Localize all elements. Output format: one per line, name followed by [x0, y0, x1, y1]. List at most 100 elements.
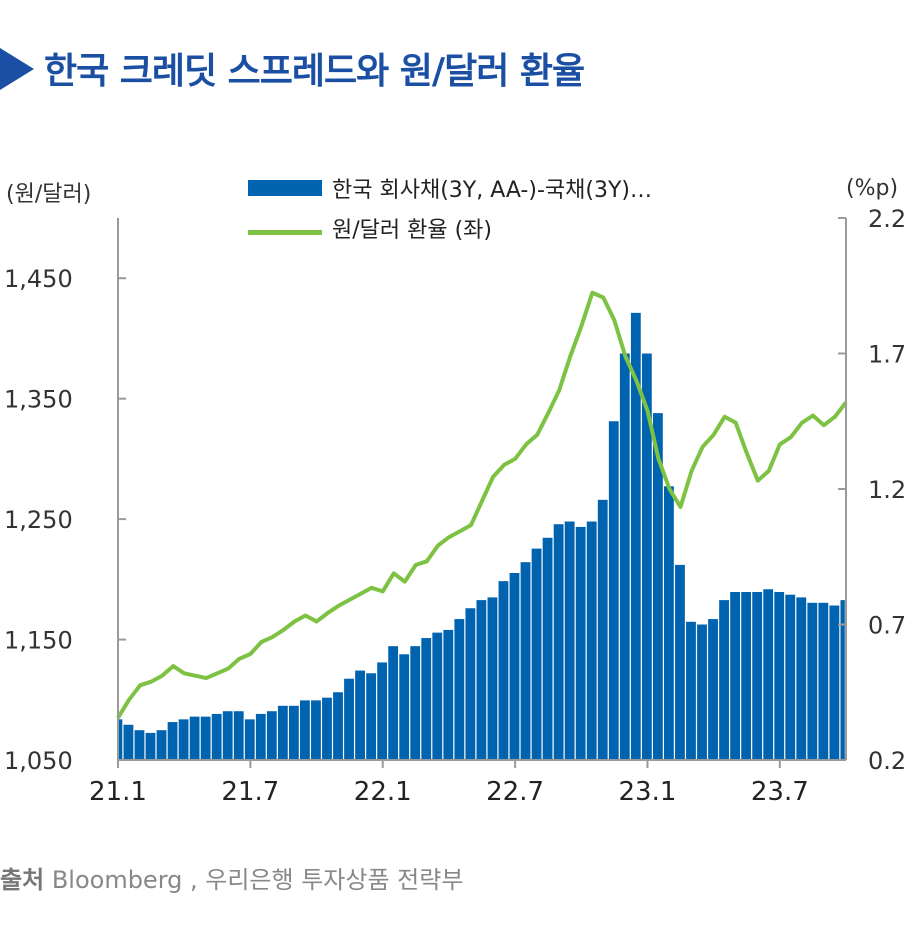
x-tick-label: 22.1: [354, 777, 412, 807]
spread-bar: [222, 711, 233, 760]
spread-bar: [675, 564, 685, 760]
x-tick-label: 21.7: [221, 777, 279, 807]
spread-bar: [708, 619, 718, 760]
spread-bar: [277, 705, 288, 760]
spread-bar: [311, 700, 321, 760]
right-tick-label: 0.2: [868, 747, 906, 775]
spread-bar: [807, 602, 818, 760]
left-tick-label: 1,150: [4, 627, 73, 655]
spread-bar: [619, 353, 630, 760]
spread-bar: [377, 662, 388, 760]
right-tick-label: 1.7: [868, 341, 906, 369]
spread-bar: [244, 719, 255, 760]
spread-bar: [255, 713, 266, 760]
x-tick-label: 21.1: [89, 777, 147, 807]
spread-bar: [366, 673, 377, 760]
spread-bar: [686, 621, 696, 760]
spread-bar: [410, 646, 421, 760]
spread-bar: [432, 632, 443, 760]
line-layer: [116, 290, 848, 719]
spread-bar: [774, 591, 785, 760]
spread-bar: [476, 600, 487, 760]
spread-bar: [388, 646, 399, 760]
spread-bar: [586, 521, 597, 760]
spread-bar: [630, 312, 641, 760]
spread-bar: [344, 678, 354, 760]
left-tick-label: 1,050: [4, 747, 73, 775]
spread-bar: [211, 713, 222, 760]
right-tick-label: 1.2: [868, 476, 906, 504]
bars-layer: [118, 312, 845, 760]
spread-bar: [664, 486, 674, 760]
title-marker-icon: [0, 48, 34, 90]
spread-bar: [597, 499, 608, 760]
legend-swatch-bar: [248, 180, 322, 196]
right-tick-label: 2.2: [868, 205, 906, 233]
spread-bar: [465, 608, 476, 760]
spread-bar: [829, 605, 840, 760]
source-text: Bloomberg , 우리은행 투자상품 전략부: [51, 866, 464, 894]
spread-bar: [498, 581, 509, 760]
spread-bar: [608, 421, 619, 760]
spread-bar: [399, 654, 410, 760]
left-tick-label: 1,250: [4, 506, 73, 534]
spread-bar: [288, 705, 299, 760]
spread-bar: [652, 413, 663, 760]
spread-bar: [719, 600, 729, 760]
source-note: 출처 Bloomberg , 우리은행 투자상품 전략부: [0, 860, 463, 895]
spread-bar: [178, 719, 189, 760]
spread-bar: [189, 716, 200, 760]
x-tick-label: 23.1: [619, 777, 677, 807]
spread-bar: [785, 594, 796, 760]
spread-bar: [333, 692, 343, 760]
spread-bar: [443, 629, 454, 760]
spread-bar: [118, 719, 123, 760]
spread-bar: [520, 562, 531, 760]
spread-bar: [840, 600, 845, 760]
spread-bar: [487, 597, 498, 760]
spread-bar: [134, 730, 145, 760]
spread-bar: [730, 591, 741, 760]
spread-bar: [752, 591, 763, 760]
spread-bar: [156, 730, 167, 760]
left-tick-label: 1,350: [4, 386, 73, 414]
spread-bar: [641, 353, 652, 760]
spread-bar: [123, 724, 134, 760]
spread-bar: [355, 670, 365, 760]
spread-bar: [454, 619, 465, 760]
spread-bar: [741, 591, 752, 760]
fx-line: [116, 290, 848, 719]
spread-bar: [575, 526, 586, 760]
spread-bar: [818, 602, 829, 760]
spread-bar: [553, 524, 564, 760]
spread-bar: [509, 573, 520, 760]
spread-bar: [531, 548, 542, 760]
spread-bar: [564, 521, 575, 760]
x-tick-label: 22.7: [486, 777, 544, 807]
spread-bar: [322, 697, 332, 760]
spread-bar: [796, 597, 807, 760]
left-tick-label: 1,450: [4, 265, 73, 293]
right-tick-label: 0.7: [868, 612, 906, 640]
axes-layer: 1,050 1,150 1,250 1,350 1,450 0.2 0.7 1.2 1.7 2.2…: [4, 205, 906, 807]
spread-bar: [145, 732, 156, 760]
spread-bar: [266, 711, 277, 760]
spread-bar: [542, 537, 553, 760]
left-axis-unit: (원/달러): [6, 182, 92, 207]
chart-title: 한국 크레딧 스프레드와 원/달러 환율: [44, 51, 585, 92]
spread-bar: [167, 722, 178, 760]
spread-bar: [200, 716, 211, 760]
right-axis-unit: (%p): [846, 176, 899, 201]
legend-label-spread: 한국 회사채(3Y, AA-)-국채(3Y)…: [332, 178, 652, 203]
legend-swatch-line: [248, 230, 322, 235]
legend-label-fx: 원/달러 환율 (좌): [332, 218, 493, 243]
spread-bar: [233, 711, 244, 760]
spread-bar: [697, 624, 707, 760]
spread-bar: [763, 589, 774, 760]
chart-title-row: 한국 크레딧 스프레드와 원/달러 환율: [0, 38, 921, 98]
x-tick-label: 23.7: [751, 777, 809, 807]
source-label: 출처: [0, 866, 45, 894]
spread-bar: [300, 700, 310, 760]
spread-bar: [421, 638, 432, 760]
